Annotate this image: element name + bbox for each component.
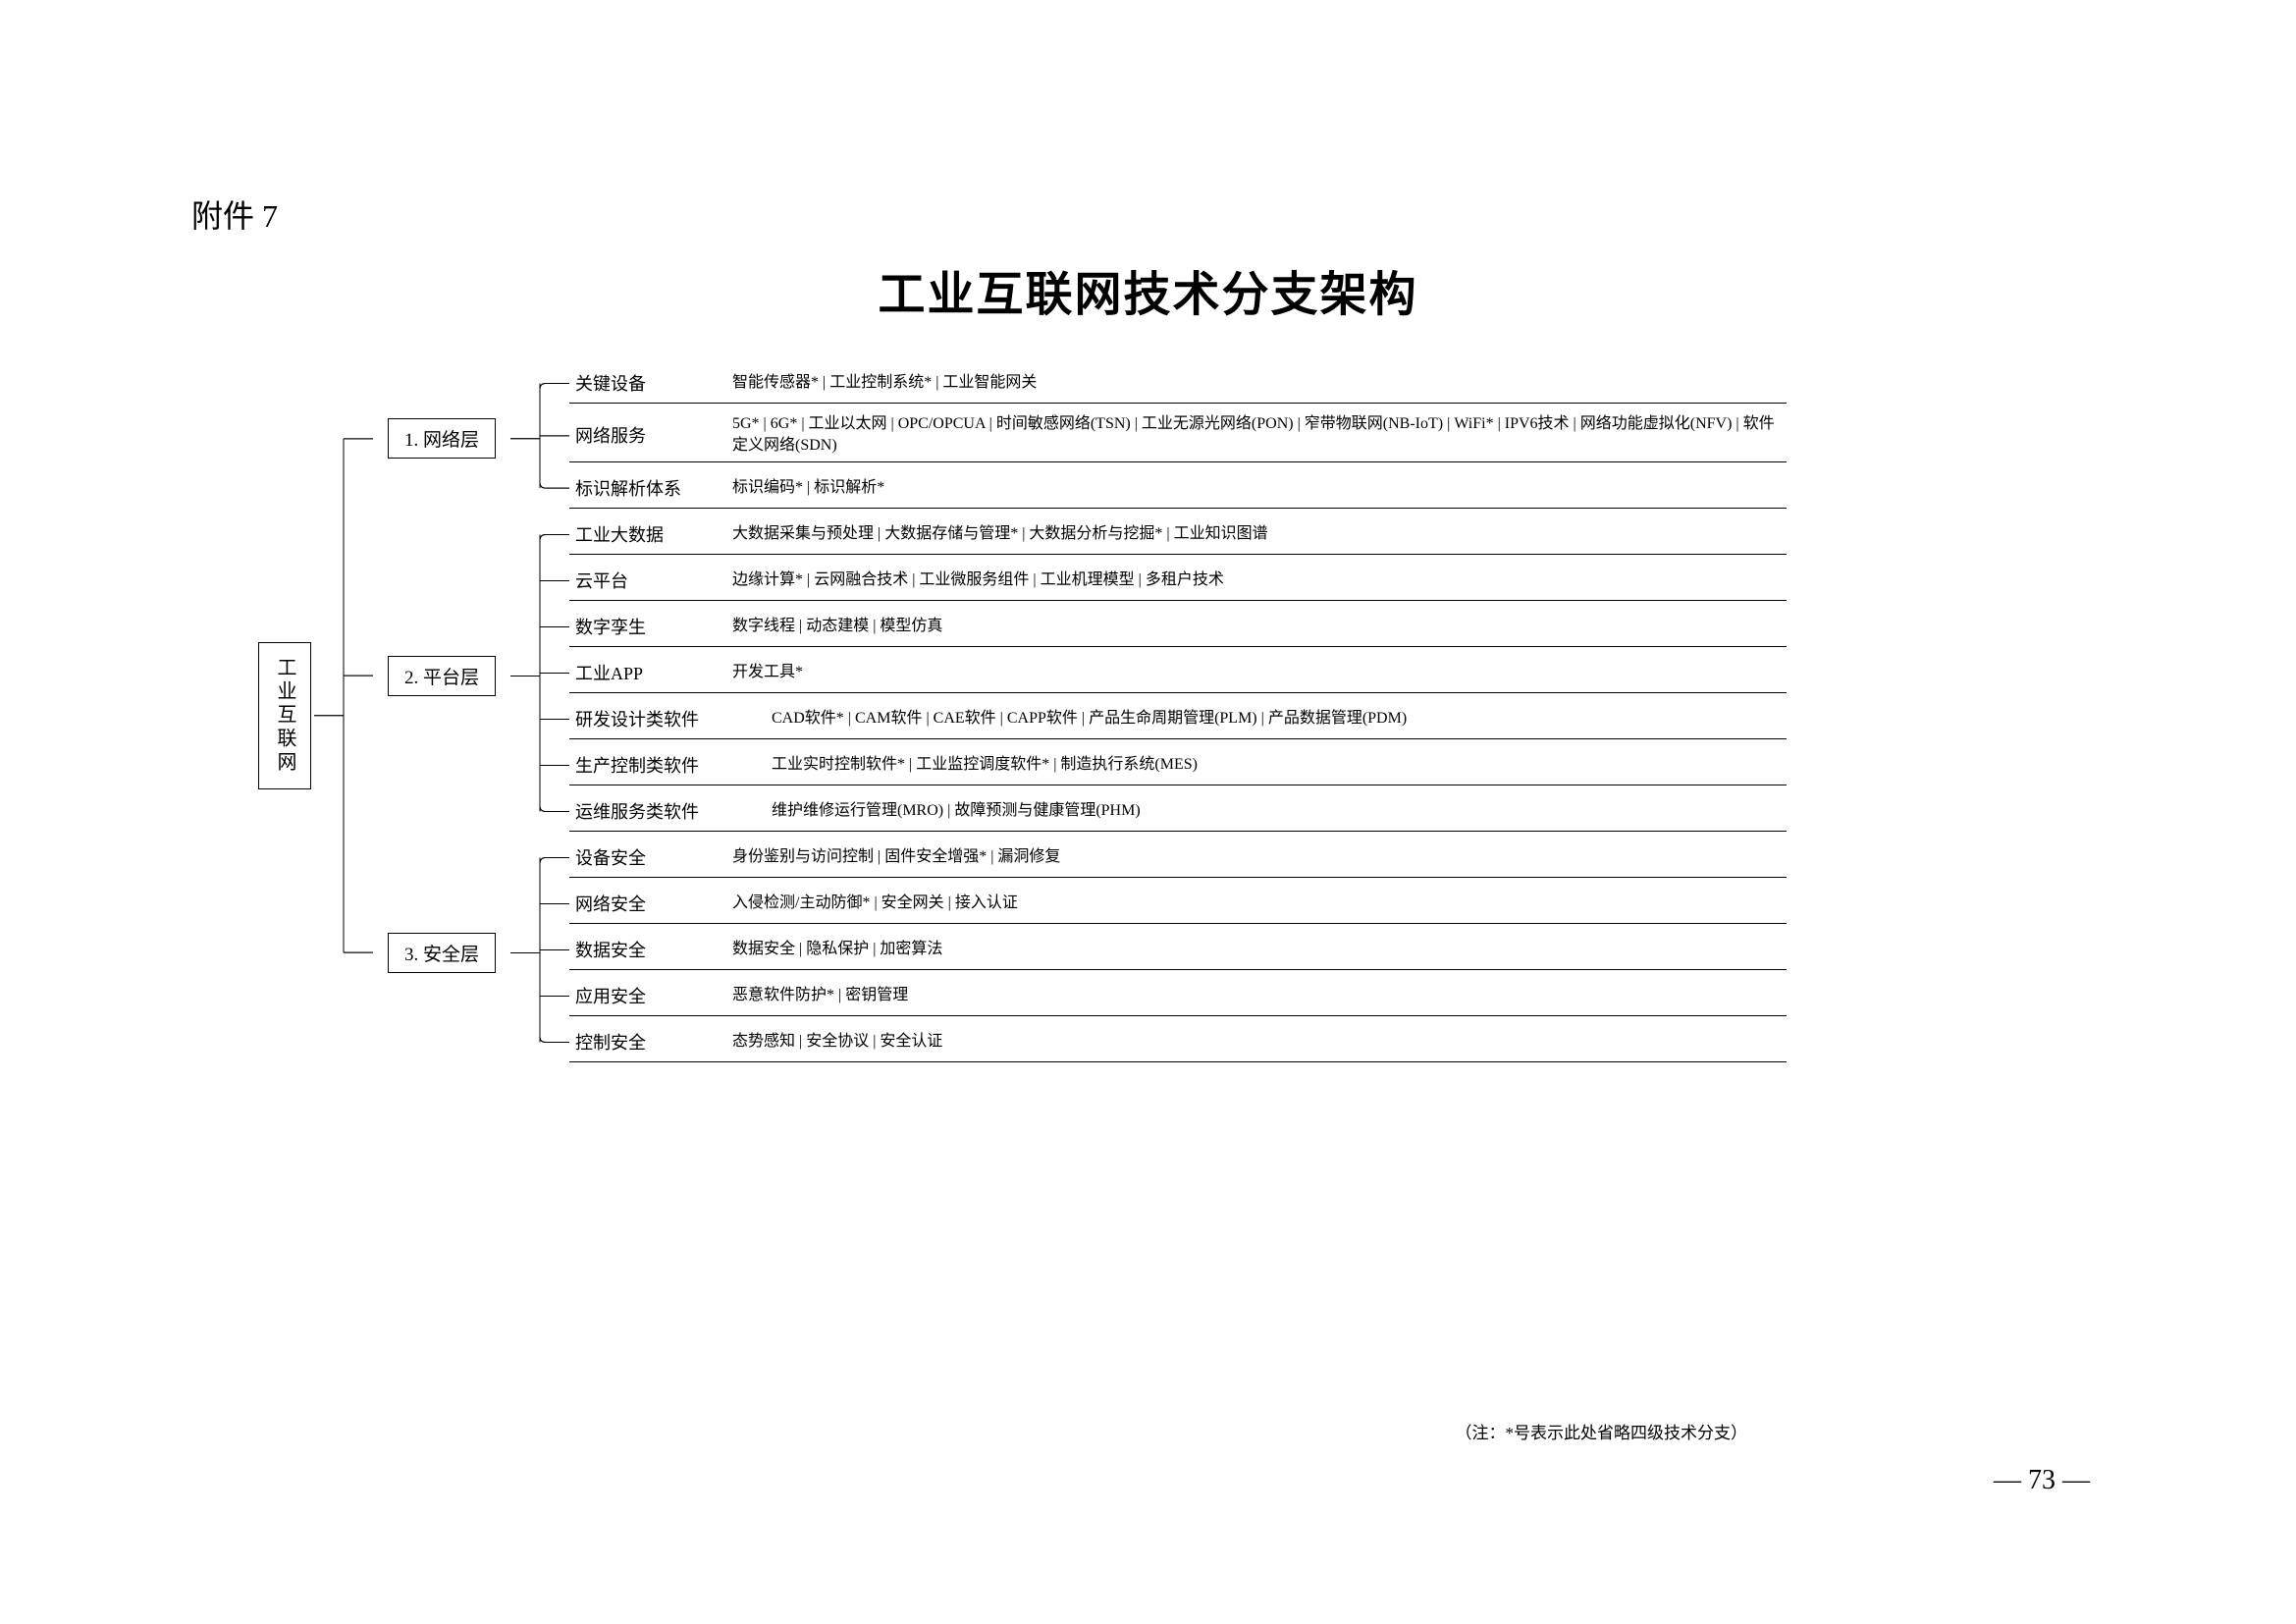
leaf-row: 应用安全恶意软件防护* | 密钥管理 xyxy=(569,976,1787,1016)
leaf-details: 恶意软件防护* | 密钥管理 xyxy=(732,985,1787,1006)
leaf-row: 工业APP开发工具* xyxy=(569,653,1787,693)
leaf-details: 开发工具* xyxy=(732,662,1787,683)
footnote: （注：*号表示此处省略四级技术分支） xyxy=(255,1419,1747,1443)
leaf-label: 生产控制类软件 xyxy=(575,752,772,778)
leaf-details: 入侵检测/主动防御* | 安全网关 | 接入认证 xyxy=(732,893,1787,914)
leaf-details: 数据安全 | 隐私保护 | 加密算法 xyxy=(732,939,1787,960)
leaf-row: 生产控制类软件工业实时控制软件* | 工业监控调度软件* | 制造执行系统(ME… xyxy=(569,745,1787,785)
leaf-row: 运维服务类软件维护维修运行管理(MRO) | 故障预测与健康管理(PHM) xyxy=(569,791,1787,832)
leaf-details: 工业实时控制软件* | 工业监控调度软件* | 制造执行系统(MES) xyxy=(772,754,1787,776)
leaf-label: 研发设计类软件 xyxy=(575,706,772,731)
leaf-row: 网络服务5G* | 6G* | 工业以太网 | OPC/OPCUA | 时间敏感… xyxy=(569,409,1787,462)
leaf-label: 控制安全 xyxy=(575,1029,732,1055)
leaf-details: 维护维修运行管理(MRO) | 故障预测与健康管理(PHM) xyxy=(772,800,1787,822)
leaf-details: 数字线程 | 动态建模 | 模型仿真 xyxy=(732,616,1787,637)
leaf-label: 数字孪生 xyxy=(575,614,732,639)
leaf-row: 控制安全态势感知 | 安全协议 | 安全认证 xyxy=(569,1022,1787,1062)
leaf-label: 云平台 xyxy=(575,568,732,593)
leaf-details: 身份鉴别与访问控制 | 固件安全增强* | 漏洞修复 xyxy=(732,846,1787,868)
layer-label: 2. 平台层 xyxy=(388,656,496,696)
leaf-row: 标识解析体系标识编码* | 标识解析* xyxy=(569,468,1787,509)
layer-label: 1. 网络层 xyxy=(388,418,496,459)
leaf-label: 网络安全 xyxy=(575,891,732,916)
leaf-label: 运维服务类软件 xyxy=(575,798,772,824)
layer-block: 3. 安全层设备安全身份鉴别与访问控制 | 固件安全增强* | 漏洞修复网络安全… xyxy=(373,838,1787,1068)
leaf-details: 标识编码* | 标识解析* xyxy=(732,477,1787,499)
leaf-label: 设备安全 xyxy=(575,844,732,870)
leaf-details: 大数据采集与预处理 | 大数据存储与管理* | 大数据分析与挖掘* | 工业知识… xyxy=(732,523,1787,545)
tree-diagram: 工业互联网 1. 网络层 关键设备智能传感器* | 工业控制系统* | 工业智能网… xyxy=(255,363,1787,1068)
page-number: — 73 — xyxy=(1994,1465,2090,1496)
main-title: 工业互联网技术分支架构 xyxy=(0,255,2296,324)
leaf-row: 云平台边缘计算* | 云网融合技术 | 工业微服务组件 | 工业机理模型 | 多… xyxy=(569,561,1787,601)
leaf-details: 边缘计算* | 云网融合技术 | 工业微服务组件 | 工业机理模型 | 多租户技… xyxy=(732,569,1787,591)
leaf-row: 网络安全入侵检测/主动防御* | 安全网关 | 接入认证 xyxy=(569,884,1787,924)
root-node: 工业互联网 xyxy=(258,642,311,789)
leaf-details: 5G* | 6G* | 工业以太网 | OPC/OPCUA | 时间敏感网络(T… xyxy=(732,413,1787,458)
leaf-label: 工业大数据 xyxy=(575,521,732,547)
layer-block: 1. 网络层 关键设备智能传感器* | 工业控制系统* | 工业智能网关网络服务5… xyxy=(373,363,1787,514)
leaf-label: 网络服务 xyxy=(575,422,732,448)
leaf-details: CAD软件* | CAM软件 | CAE软件 | CAPP软件 | 产品生命周期… xyxy=(772,708,1787,730)
leaf-label: 应用安全 xyxy=(575,983,732,1008)
leaf-row: 研发设计类软件CAD软件* | CAM软件 | CAE软件 | CAPP软件 |… xyxy=(569,699,1787,739)
layer-label: 3. 安全层 xyxy=(388,933,496,973)
leaf-label: 工业APP xyxy=(575,660,732,685)
leaf-row: 数据安全数据安全 | 隐私保护 | 加密算法 xyxy=(569,930,1787,970)
leaf-row: 工业大数据大数据采集与预处理 | 大数据存储与管理* | 大数据分析与挖掘* |… xyxy=(569,514,1787,555)
leaf-row: 设备安全身份鉴别与访问控制 | 固件安全增强* | 漏洞修复 xyxy=(569,838,1787,878)
leaf-label: 标识解析体系 xyxy=(575,475,732,501)
layer-block: 2. 平台层 工业大数据大数据采集与预处理 | 大数据存储与管理* | 大数据分析… xyxy=(373,514,1787,838)
leaf-label: 数据安全 xyxy=(575,937,732,962)
leaf-label: 关键设备 xyxy=(575,370,732,396)
attachment-label: 附件 7 xyxy=(191,191,278,237)
leaf-row: 关键设备智能传感器* | 工业控制系统* | 工业智能网关 xyxy=(569,363,1787,404)
leaf-row: 数字孪生数字线程 | 动态建模 | 模型仿真 xyxy=(569,607,1787,647)
leaf-details: 态势感知 | 安全协议 | 安全认证 xyxy=(732,1031,1787,1053)
leaf-details: 智能传感器* | 工业控制系统* | 工业智能网关 xyxy=(732,372,1787,394)
